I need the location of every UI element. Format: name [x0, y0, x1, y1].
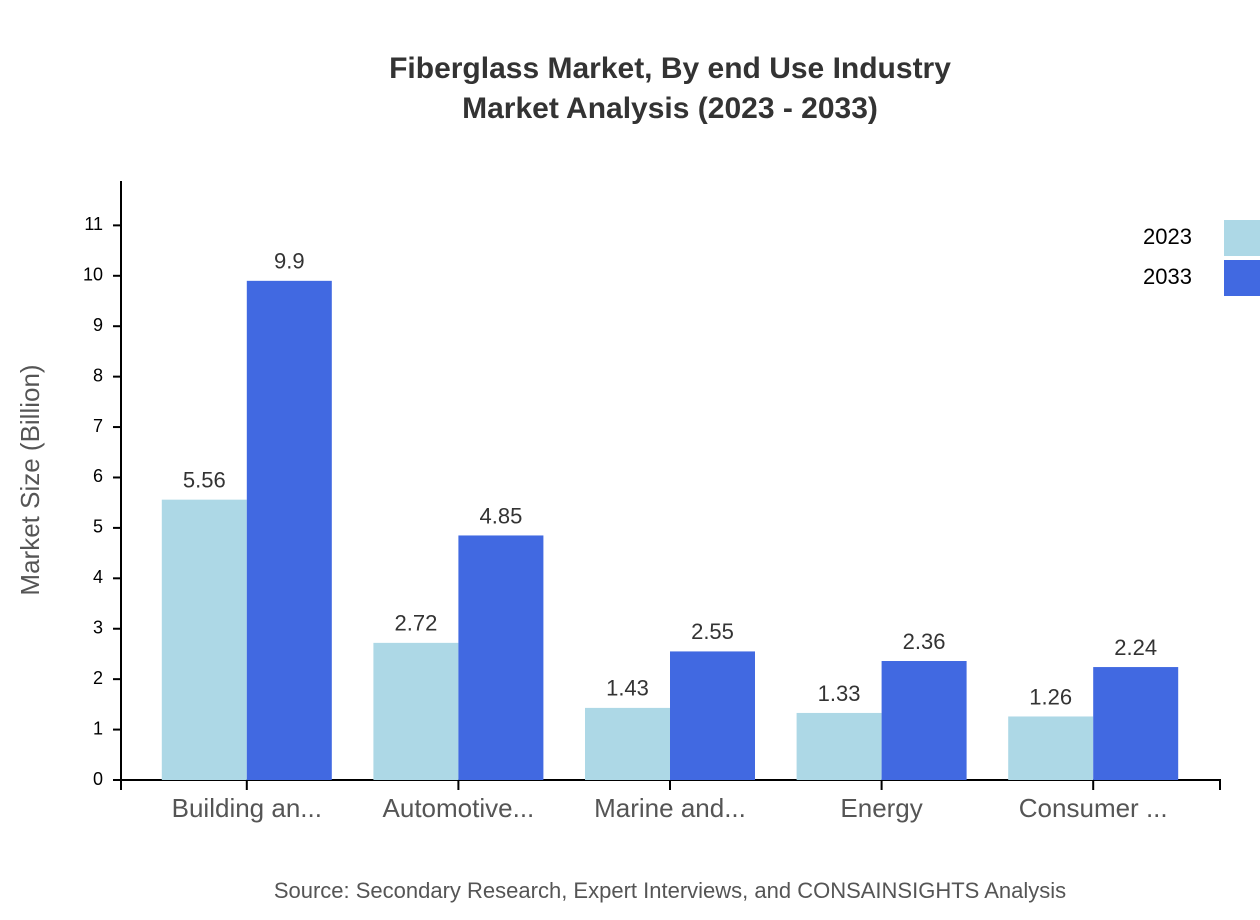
value-label: 2.72: [394, 611, 437, 636]
value-label: 1.33: [818, 681, 861, 706]
legend-swatch: [1224, 220, 1260, 256]
bar: [373, 642, 459, 780]
bar: [246, 280, 332, 780]
bar: [1008, 716, 1094, 780]
bar: [881, 661, 967, 780]
y-tick-label: 6: [93, 466, 103, 486]
value-label: 1.26: [1029, 684, 1072, 709]
chart-title: Fiberglass Market, By end Use Industry: [389, 52, 951, 85]
legend-swatch: [1224, 260, 1260, 296]
bar: [796, 712, 882, 780]
bar: [670, 651, 755, 780]
bar: [1093, 667, 1179, 780]
bar: [458, 535, 544, 780]
y-tick-label: 9: [93, 315, 103, 335]
y-tick-label: 3: [93, 617, 103, 637]
y-tick-label: 1: [93, 718, 103, 738]
x-tick-label: Building an...: [172, 793, 322, 823]
y-tick-label: 11: [84, 214, 103, 234]
y-tick-label: 5: [93, 517, 103, 537]
x-tick-label: Automotive...: [383, 793, 535, 823]
y-axis-label: Market Size (Billion): [15, 364, 45, 595]
value-label: 5.56: [183, 467, 226, 492]
bar: [161, 499, 247, 780]
value-label: 2.55: [691, 619, 734, 644]
y-tick-label: 10: [83, 265, 103, 285]
x-tick-label: Energy: [840, 793, 922, 823]
x-tick-label: Marine and...: [594, 793, 746, 823]
value-label: 2.24: [1114, 635, 1157, 660]
bar: [585, 707, 670, 780]
y-tick-label: 7: [93, 416, 103, 436]
chart-subtitle: Market Analysis (2023 - 2033): [462, 92, 878, 125]
x-tick-label: Consumer ...: [1019, 793, 1168, 823]
value-label: 2.36: [903, 629, 946, 654]
value-label: 4.85: [479, 503, 522, 528]
value-label: 9.9: [274, 249, 305, 274]
y-tick-label: 0: [93, 769, 103, 789]
y-tick-label: 8: [93, 365, 103, 385]
y-tick-label: 2: [93, 668, 103, 688]
value-label: 1.43: [606, 676, 649, 701]
legend-label: 2033: [1143, 264, 1192, 289]
legend-label: 2023: [1143, 224, 1192, 249]
source-note: Source: Secondary Research, Expert Inter…: [274, 878, 1066, 903]
y-tick-label: 4: [93, 567, 103, 587]
